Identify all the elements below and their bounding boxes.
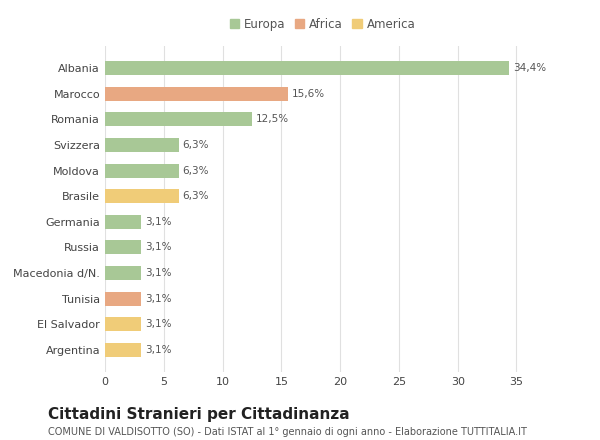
Bar [105,112,252,126]
Bar [105,164,179,178]
Bar [105,292,142,306]
Bar [105,61,509,75]
Bar [105,87,289,101]
Text: 3,1%: 3,1% [145,293,172,304]
Text: 6,3%: 6,3% [182,140,209,150]
Bar [105,189,179,203]
Bar [105,138,179,152]
Text: 34,4%: 34,4% [513,63,546,73]
Text: 15,6%: 15,6% [292,89,325,99]
Text: COMUNE DI VALDISOTTO (SO) - Dati ISTAT al 1° gennaio di ogni anno - Elaborazione: COMUNE DI VALDISOTTO (SO) - Dati ISTAT a… [48,427,527,437]
Text: 3,1%: 3,1% [145,242,172,253]
Text: 6,3%: 6,3% [182,191,209,201]
Text: 6,3%: 6,3% [182,165,209,176]
Bar [105,343,142,357]
Bar [105,240,142,254]
Text: Cittadini Stranieri per Cittadinanza: Cittadini Stranieri per Cittadinanza [48,407,350,422]
Text: 3,1%: 3,1% [145,268,172,278]
Text: 3,1%: 3,1% [145,217,172,227]
Bar [105,317,142,331]
Text: 12,5%: 12,5% [256,114,289,125]
Bar [105,215,142,229]
Text: 3,1%: 3,1% [145,345,172,355]
Legend: Europa, Africa, America: Europa, Africa, America [225,13,420,36]
Text: 3,1%: 3,1% [145,319,172,329]
Bar [105,266,142,280]
